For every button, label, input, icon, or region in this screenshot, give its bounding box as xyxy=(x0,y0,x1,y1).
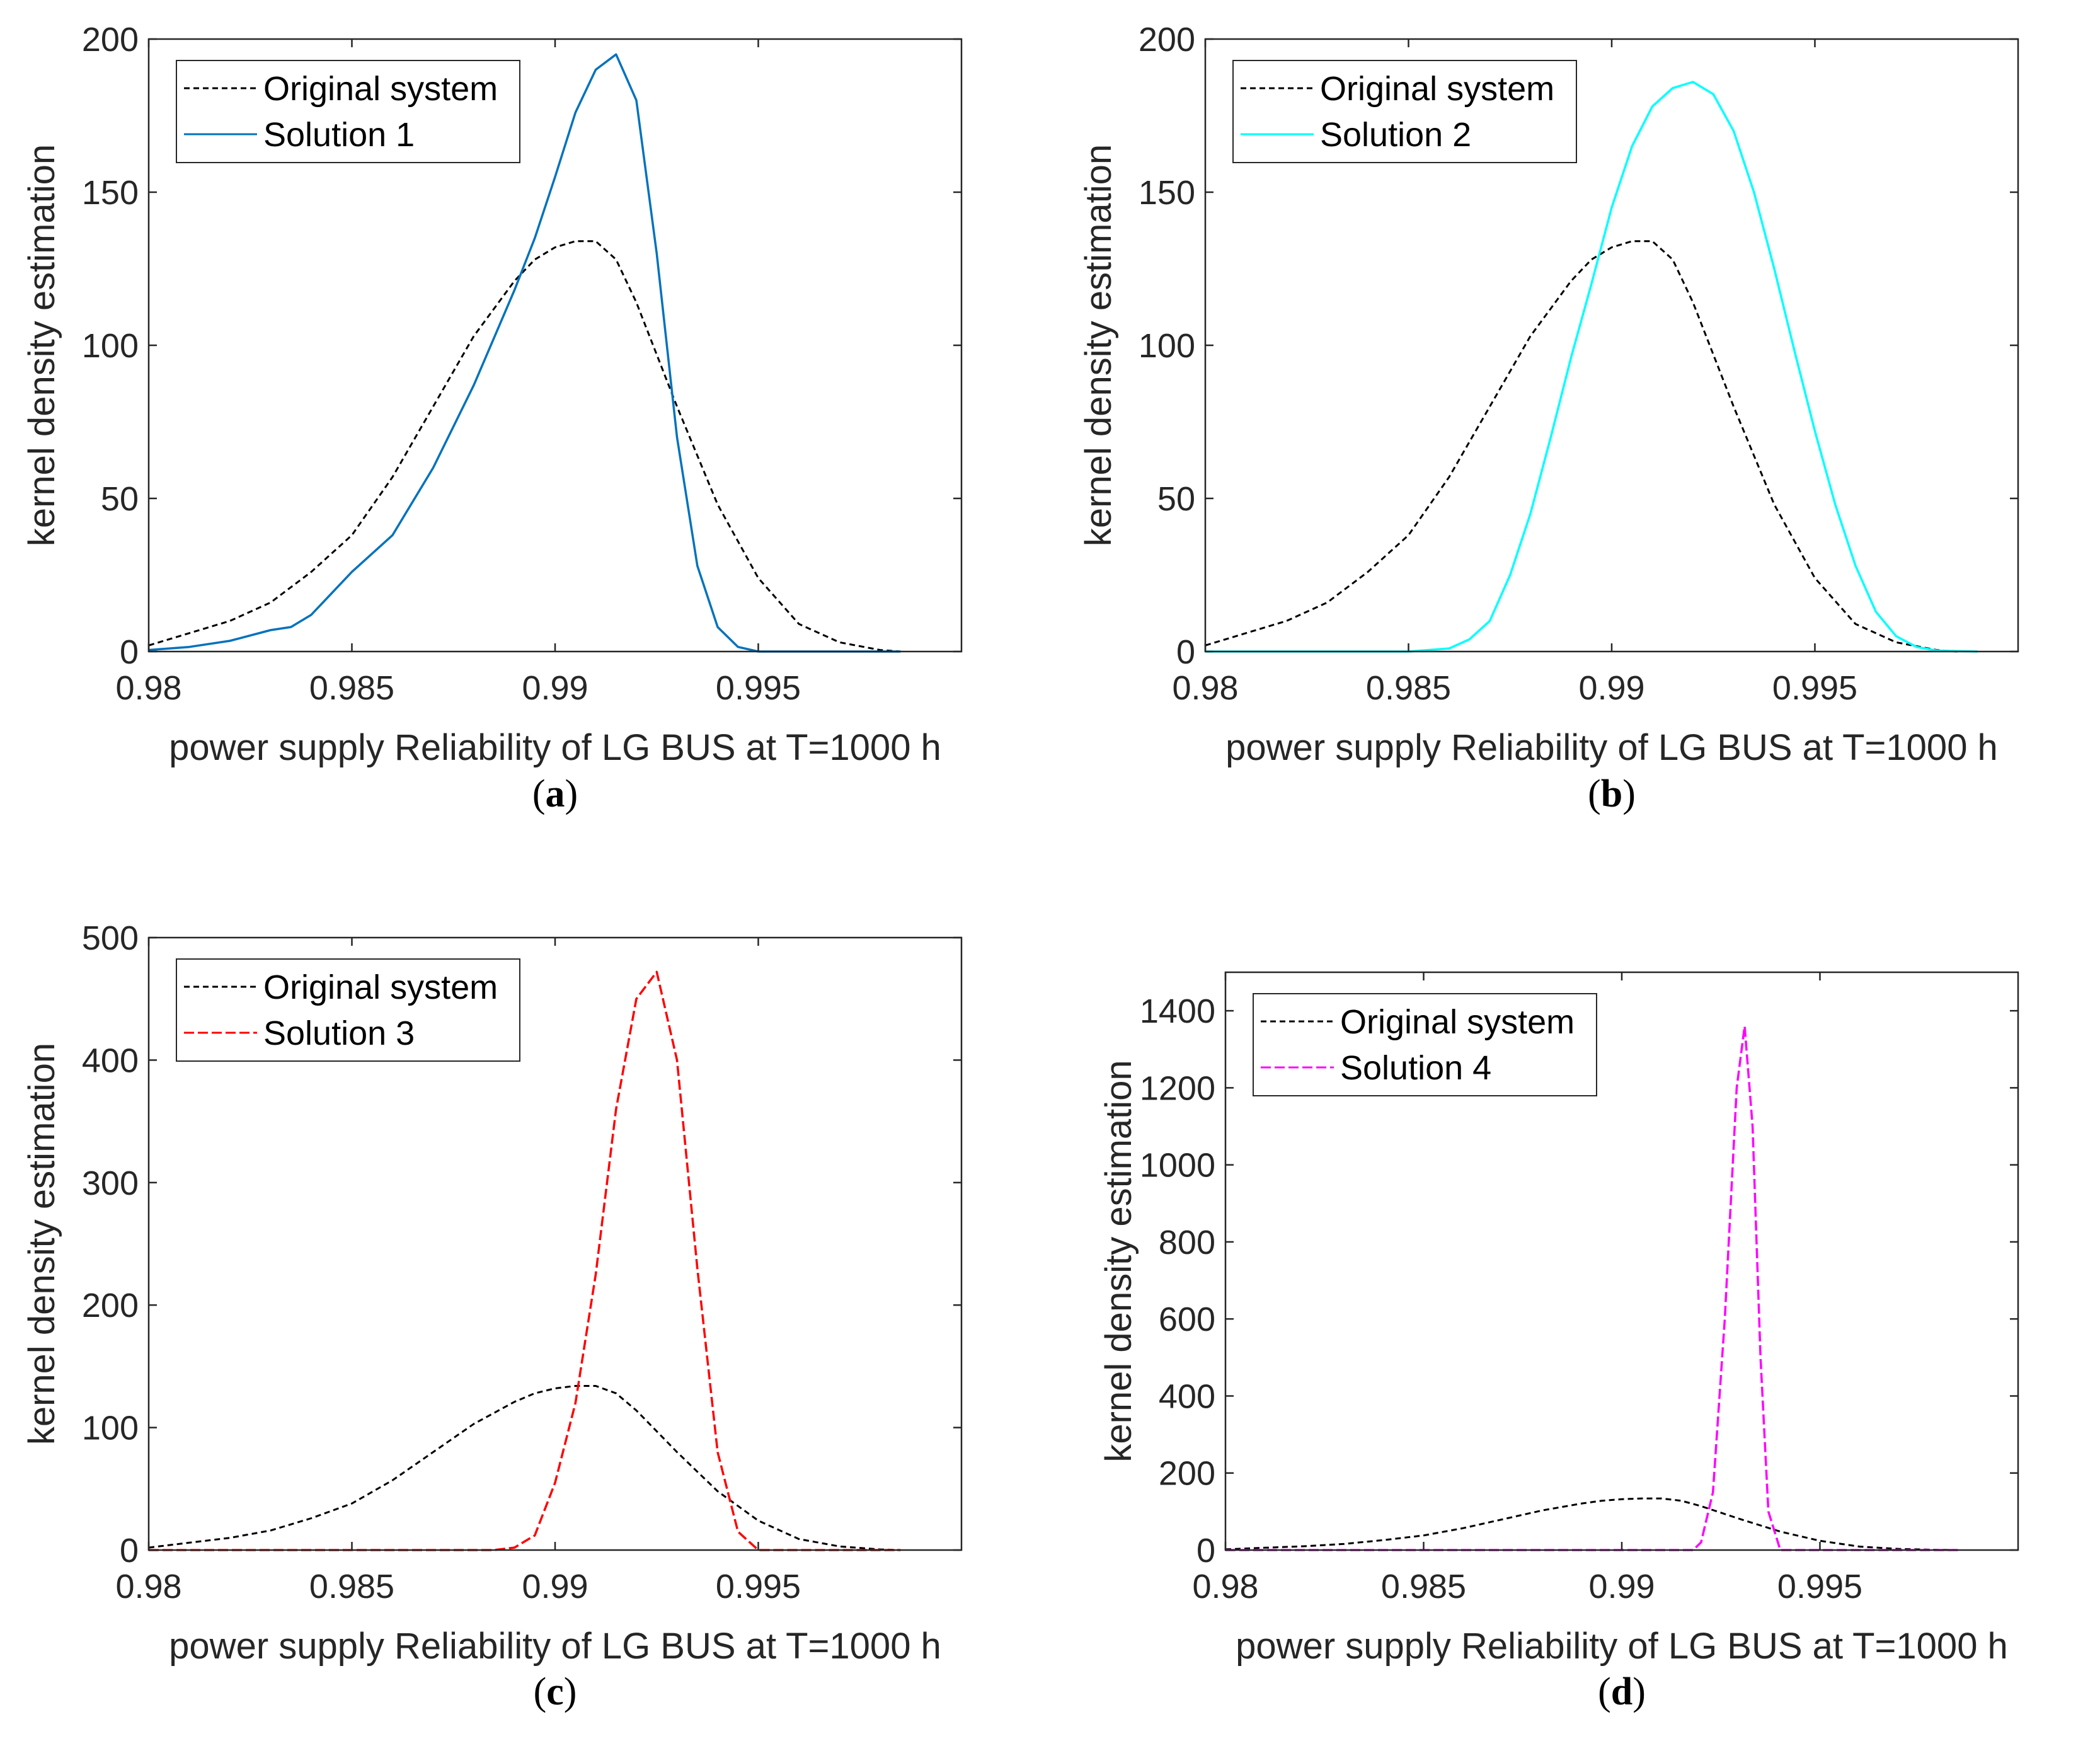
panel-label: (a) xyxy=(532,773,578,815)
x-axis-label: power supply Reliability of LG BUS at T=… xyxy=(169,727,941,768)
y-tick-label: 300 xyxy=(82,1164,139,1202)
legend: Original system Solution 1 xyxy=(176,60,520,163)
legend-box xyxy=(176,60,520,163)
y-tick-label: 150 xyxy=(1139,174,1195,212)
y-tick-label: 150 xyxy=(82,174,139,212)
x-tick-label: 0.995 xyxy=(716,1568,801,1606)
x-axis-label: power supply Reliability of LG BUS at T=… xyxy=(1236,1626,2008,1667)
legend-box xyxy=(176,958,520,1062)
y-tick-label: 500 xyxy=(82,919,139,957)
series-line-original-system xyxy=(1225,1497,1959,1551)
x-tick-label: 0.995 xyxy=(1772,669,1857,707)
legend-entry: Solution 3 xyxy=(263,1014,415,1052)
legend-entry: Original system xyxy=(1320,70,1554,108)
x-tick-label: 0.995 xyxy=(716,669,801,707)
y-axis-label: kernel density estimation xyxy=(1078,144,1119,546)
y-tick-label: 100 xyxy=(82,327,139,365)
panel-label: (c) xyxy=(534,1670,577,1713)
legend-box xyxy=(1253,993,1597,1096)
x-tick-label: 0.99 xyxy=(522,669,588,707)
x-tick-label: 0.985 xyxy=(309,1568,394,1606)
series-line-solution xyxy=(149,970,901,1551)
x-tick-label: 0.98 xyxy=(115,669,181,707)
y-tick-label: 100 xyxy=(82,1410,139,1447)
chart-panel-a: 0.98 0.985 0.99 0.995 0 50 100 150 200 power supp… xyxy=(21,21,963,815)
chart-panel-c: 0.98 0.985 0.99 0.995 0 100 200 300 400 500 power … xyxy=(21,919,963,1713)
y-axis-label: kernel density estimation xyxy=(21,1043,62,1445)
legend-box xyxy=(1232,60,1577,163)
y-axis-label: kernel density estimation xyxy=(1098,1060,1139,1462)
legend: Original system Solution 2 xyxy=(1232,60,1577,163)
x-axis-label: power supply Reliability of LG BUS at T=… xyxy=(169,1626,941,1667)
y-tick-label: 200 xyxy=(1139,21,1195,59)
y-tick-label: 400 xyxy=(1159,1377,1215,1415)
y-tick-label: 1000 xyxy=(1140,1147,1215,1185)
legend-entry: Original system xyxy=(263,70,498,108)
legend: Original system Solution 3 xyxy=(176,958,520,1062)
series-line-solution xyxy=(1205,81,1978,653)
y-axis-label: kernel density estimation xyxy=(21,144,62,546)
x-tick-label: 0.98 xyxy=(115,1568,181,1606)
legend-entry: Solution 4 xyxy=(1340,1049,1491,1087)
chart-panel-b: 0.98 0.985 0.99 0.995 0 50 100 150 200 power supp… xyxy=(1078,21,2019,815)
y-tick-label: 600 xyxy=(1159,1301,1215,1338)
chart-panel-d: 0.98 0.985 0.99 0.995 0 200 400 600 800 1000 1200 1… xyxy=(1098,971,2019,1713)
y-tick-label: 800 xyxy=(1159,1224,1215,1261)
series-line-solution xyxy=(148,53,901,653)
x-tick-label: 0.985 xyxy=(309,669,394,707)
y-tick-label: 0 xyxy=(1196,1532,1215,1570)
x-tick-label: 0.98 xyxy=(1172,669,1238,707)
series-line-original-system xyxy=(1205,240,1958,653)
x-tick-label: 0.985 xyxy=(1381,1568,1466,1606)
x-tick-label: 0.99 xyxy=(1588,1568,1655,1606)
legend: Original system Solution 4 xyxy=(1253,993,1597,1096)
panel-label: (b) xyxy=(1588,773,1636,815)
series-line-solution xyxy=(1225,1025,1959,1551)
x-axis-label: power supply Reliability of LG BUS at T=… xyxy=(1225,727,1998,768)
y-tick-label: 0 xyxy=(120,1532,139,1570)
x-tick-label: 0.985 xyxy=(1366,669,1451,707)
y-tick-label: 1400 xyxy=(1140,992,1215,1030)
legend-entry: Original system xyxy=(263,968,498,1006)
series-line-original-system xyxy=(148,1385,901,1551)
x-tick-label: 0.99 xyxy=(522,1568,588,1606)
panel-label: (d) xyxy=(1598,1670,1646,1713)
y-tick-label: 0 xyxy=(120,633,139,671)
x-tick-label: 0.995 xyxy=(1777,1568,1862,1606)
series-line-original-system xyxy=(148,240,901,653)
y-tick-label: 100 xyxy=(1139,327,1195,365)
y-tick-label: 0 xyxy=(1176,633,1195,671)
y-tick-label: 400 xyxy=(82,1042,139,1079)
legend-entry: Solution 2 xyxy=(1320,116,1471,154)
y-tick-label: 50 xyxy=(1157,480,1195,518)
x-tick-label: 0.99 xyxy=(1578,669,1644,707)
y-tick-label: 50 xyxy=(101,480,139,518)
y-tick-label: 200 xyxy=(82,21,139,59)
legend-entry: Original system xyxy=(1340,1003,1575,1041)
y-tick-label: 200 xyxy=(82,1287,139,1324)
y-tick-label: 1200 xyxy=(1140,1069,1215,1107)
legend-entry: Solution 1 xyxy=(263,116,415,154)
x-tick-label: 0.98 xyxy=(1192,1568,1258,1606)
y-tick-label: 200 xyxy=(1159,1455,1215,1493)
